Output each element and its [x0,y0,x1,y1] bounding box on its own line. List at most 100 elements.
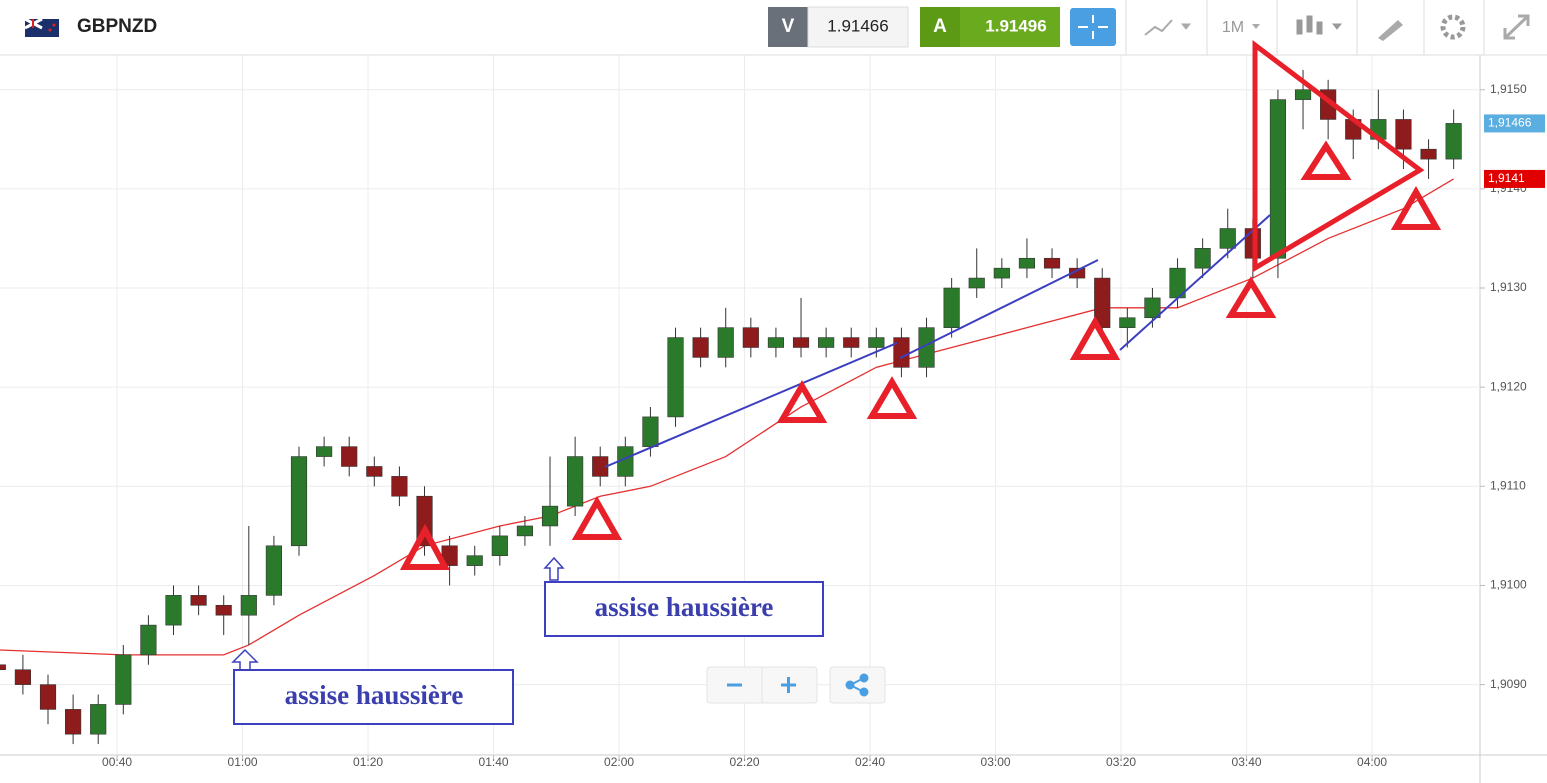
annotation-box [233,669,514,725]
candle-body [767,337,785,348]
candle-body [215,604,232,616]
timeframe[interactable]: 1M [1222,19,1244,36]
candle-body [1119,317,1136,328]
y-tick-label: 1,9150 [1490,82,1527,96]
candle-body [1269,99,1287,259]
sell-badge[interactable] [768,7,808,47]
candle-icon[interactable] [1296,15,1343,35]
sell-box[interactable] [807,6,909,48]
candle-body [1395,119,1412,150]
candle-body [868,337,885,348]
candle-body [667,337,684,418]
candle-body [918,327,935,368]
candle-body [366,466,383,477]
y-tick-label: 1,9110 [1490,478,1526,492]
candle-body [65,709,82,735]
x-tick-label: 01:20 [353,755,383,769]
candle-body [190,595,207,606]
candle-body [1420,148,1437,160]
x-tick-label: 02:00 [604,755,634,769]
sell-price: 1.91466 [827,16,888,35]
settings-icon[interactable] [1440,14,1466,40]
candle-body [567,456,584,507]
candle-body [316,446,333,457]
buy-label: A [933,16,947,37]
candle-body [1219,228,1236,249]
x-tick-label: 03:00 [981,755,1011,769]
annotation-box [544,581,824,637]
candle-body [341,446,358,467]
x-tick-label: 01:40 [479,755,509,769]
candle-body [843,337,860,348]
candle-body [240,595,257,616]
crosshair-button[interactable] [1070,8,1116,46]
draw-icon[interactable] [1378,20,1403,41]
candle-body [290,456,308,547]
zoom-in[interactable] [781,677,796,693]
candle-body [717,327,734,358]
candle-body [1144,297,1161,319]
crosshair-icon [1078,15,1108,39]
candle-body [0,664,6,671]
y-tick-label: 1,9100 [1490,578,1527,592]
x-tick-label: 04:00 [1357,755,1387,769]
candle-body [792,337,810,348]
separators [1125,0,1485,55]
drawings [231,39,1442,725]
share-button[interactable] [829,666,886,704]
candle-body [1043,257,1061,269]
timeframe-caret [1252,24,1260,29]
candle-body [943,287,960,328]
candle-body [993,267,1010,279]
axis-panel [1480,55,1547,783]
y-tick-label: 1,9130 [1490,280,1527,294]
x-tick-label: 02:20 [730,755,760,769]
candle-body [818,337,835,348]
x-tick-label: 03:40 [1232,755,1262,769]
candle-body [115,654,132,705]
candle-body [742,327,759,348]
fullscreen-icon[interactable] [1503,14,1530,40]
triangle-markers [399,140,1442,570]
candle-body [140,624,157,656]
candle-body [541,505,559,527]
x-tick-label: 01:00 [228,755,258,769]
price-tag-label: 1,91466 [1488,116,1532,130]
share-icon [845,673,869,697]
candle-body [1445,123,1462,160]
candle-body [391,476,408,497]
price-tag [1484,169,1545,188]
candle-body [1094,277,1111,328]
annotation: assise haussière [595,592,774,622]
x-tick-label: 02:40 [855,755,885,769]
trend-lines [604,214,1271,468]
candle-body [90,704,107,735]
y-tick-label: 1,9120 [1490,379,1527,393]
candle-body [1294,89,1312,100]
annotation: assise haussière [285,680,464,710]
symbol: GBPNZD [77,16,157,37]
candle-body [968,277,985,289]
candle-body [466,555,483,566]
chart-type-icon[interactable] [1144,19,1192,36]
candle-body [516,525,533,537]
sell-label: V [782,16,795,37]
candle-body [14,669,31,685]
flag [24,17,59,37]
price-tag-label: 1,9141 [1488,171,1525,185]
x-tick-label: 00:40 [102,755,132,769]
y-tick-label: 1,9090 [1490,677,1527,691]
candle-body [692,337,709,358]
moving-average [0,178,1454,656]
candle-body [39,684,57,710]
x-tick-label: 03:20 [1106,755,1136,769]
candle-body [165,595,182,626]
buy-price: 1.91496 [985,16,1046,35]
candle-body [893,337,910,368]
buy-badge [920,7,960,47]
candle-body [1018,257,1036,269]
candle-body [642,416,659,447]
price-tag [1484,114,1545,133]
annotation-arrows [231,556,565,671]
